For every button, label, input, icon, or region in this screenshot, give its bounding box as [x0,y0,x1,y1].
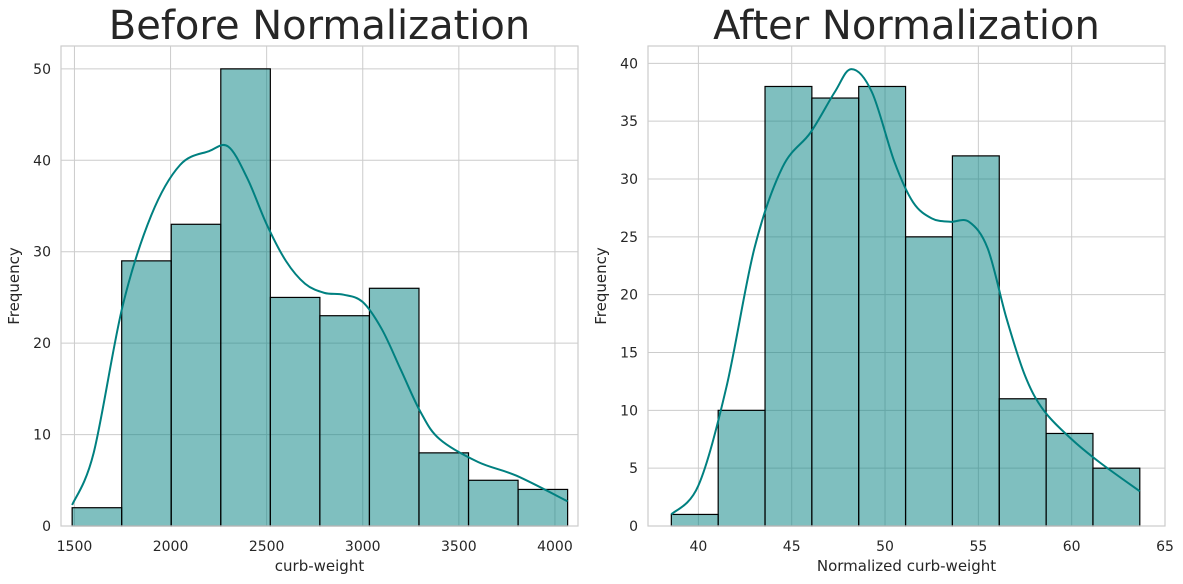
y-tick-label: 10 [33,428,51,444]
kde-curve [670,68,1141,516]
y-tick-label: 0 [629,519,638,535]
histogram-bar [220,68,271,527]
y-tick-label: 30 [620,172,638,188]
histogram-bar [764,85,813,527]
kde-curve [71,143,569,506]
y-tick-label: 50 [33,62,51,78]
y-tick-label: 35 [620,114,638,130]
histogram-bar [269,296,321,527]
x-tick-label: 2000 [153,539,189,555]
histogram-bar [670,513,719,527]
x-tick-label: 45 [783,539,801,555]
x-tick-label: 3500 [441,539,477,555]
histogram-bar [858,85,907,527]
y-tick-label: 20 [33,336,51,352]
y-axis-label: Frequency [592,247,610,325]
histogram-bar [904,236,954,527]
y-tick-label: 5 [629,461,638,477]
y-tick-label: 40 [620,56,638,72]
plot-frame [60,45,579,527]
x-tick-label: 1500 [57,539,93,555]
y-tick-label: 30 [33,245,51,261]
y-tick-label: 20 [620,288,638,304]
x-tick-label: 4000 [537,539,573,555]
y-tick-label: 15 [620,346,638,362]
chart-before-normalization: 1500 2000 2500 3000 3500 4000 0 10 20 30 40 50 Befor… [5,3,579,575]
x-tick-label: 65 [1156,539,1174,555]
histogram-bar [121,260,172,527]
plot-frame [647,45,1166,527]
histogram-bar [811,97,860,527]
histogram-bar [467,479,519,527]
x-axis-label: Normalized curb-weight [817,557,996,575]
histogram-bar [1045,432,1094,527]
x-tick-label: 3000 [345,539,381,555]
y-axis-label: Frequency [5,247,23,325]
histogram-bar [71,507,123,527]
histogram-bar [319,315,371,527]
histogram-bar [517,488,569,527]
histogram-bar [951,155,1000,527]
histogram-bar [368,287,420,527]
y-tick-label: 25 [620,230,638,246]
chart-title: Before Normalization [109,3,530,49]
x-tick-label: 50 [876,539,894,555]
chart-title: After Normalization [713,3,1100,49]
histogram-bar [170,223,222,527]
histogram-bar [717,409,766,527]
y-tick-label: 40 [33,153,51,169]
x-tick-label: 2500 [249,539,285,555]
histogram-bar [418,452,470,527]
histogram-bar [1092,467,1141,527]
x-tick-label: 55 [969,539,987,555]
x-tick-label: 40 [689,539,707,555]
y-tick-label: 10 [620,403,638,419]
x-axis-label: curb-weight [275,557,365,575]
y-tick-label: 0 [42,519,51,535]
x-tick-label: 60 [1063,539,1081,555]
chart-after-normalization: 40 45 50 55 60 65 0 5 10 15 20 25 30 35 40 After Normal… [592,3,1174,575]
histogram-bar [998,398,1047,527]
